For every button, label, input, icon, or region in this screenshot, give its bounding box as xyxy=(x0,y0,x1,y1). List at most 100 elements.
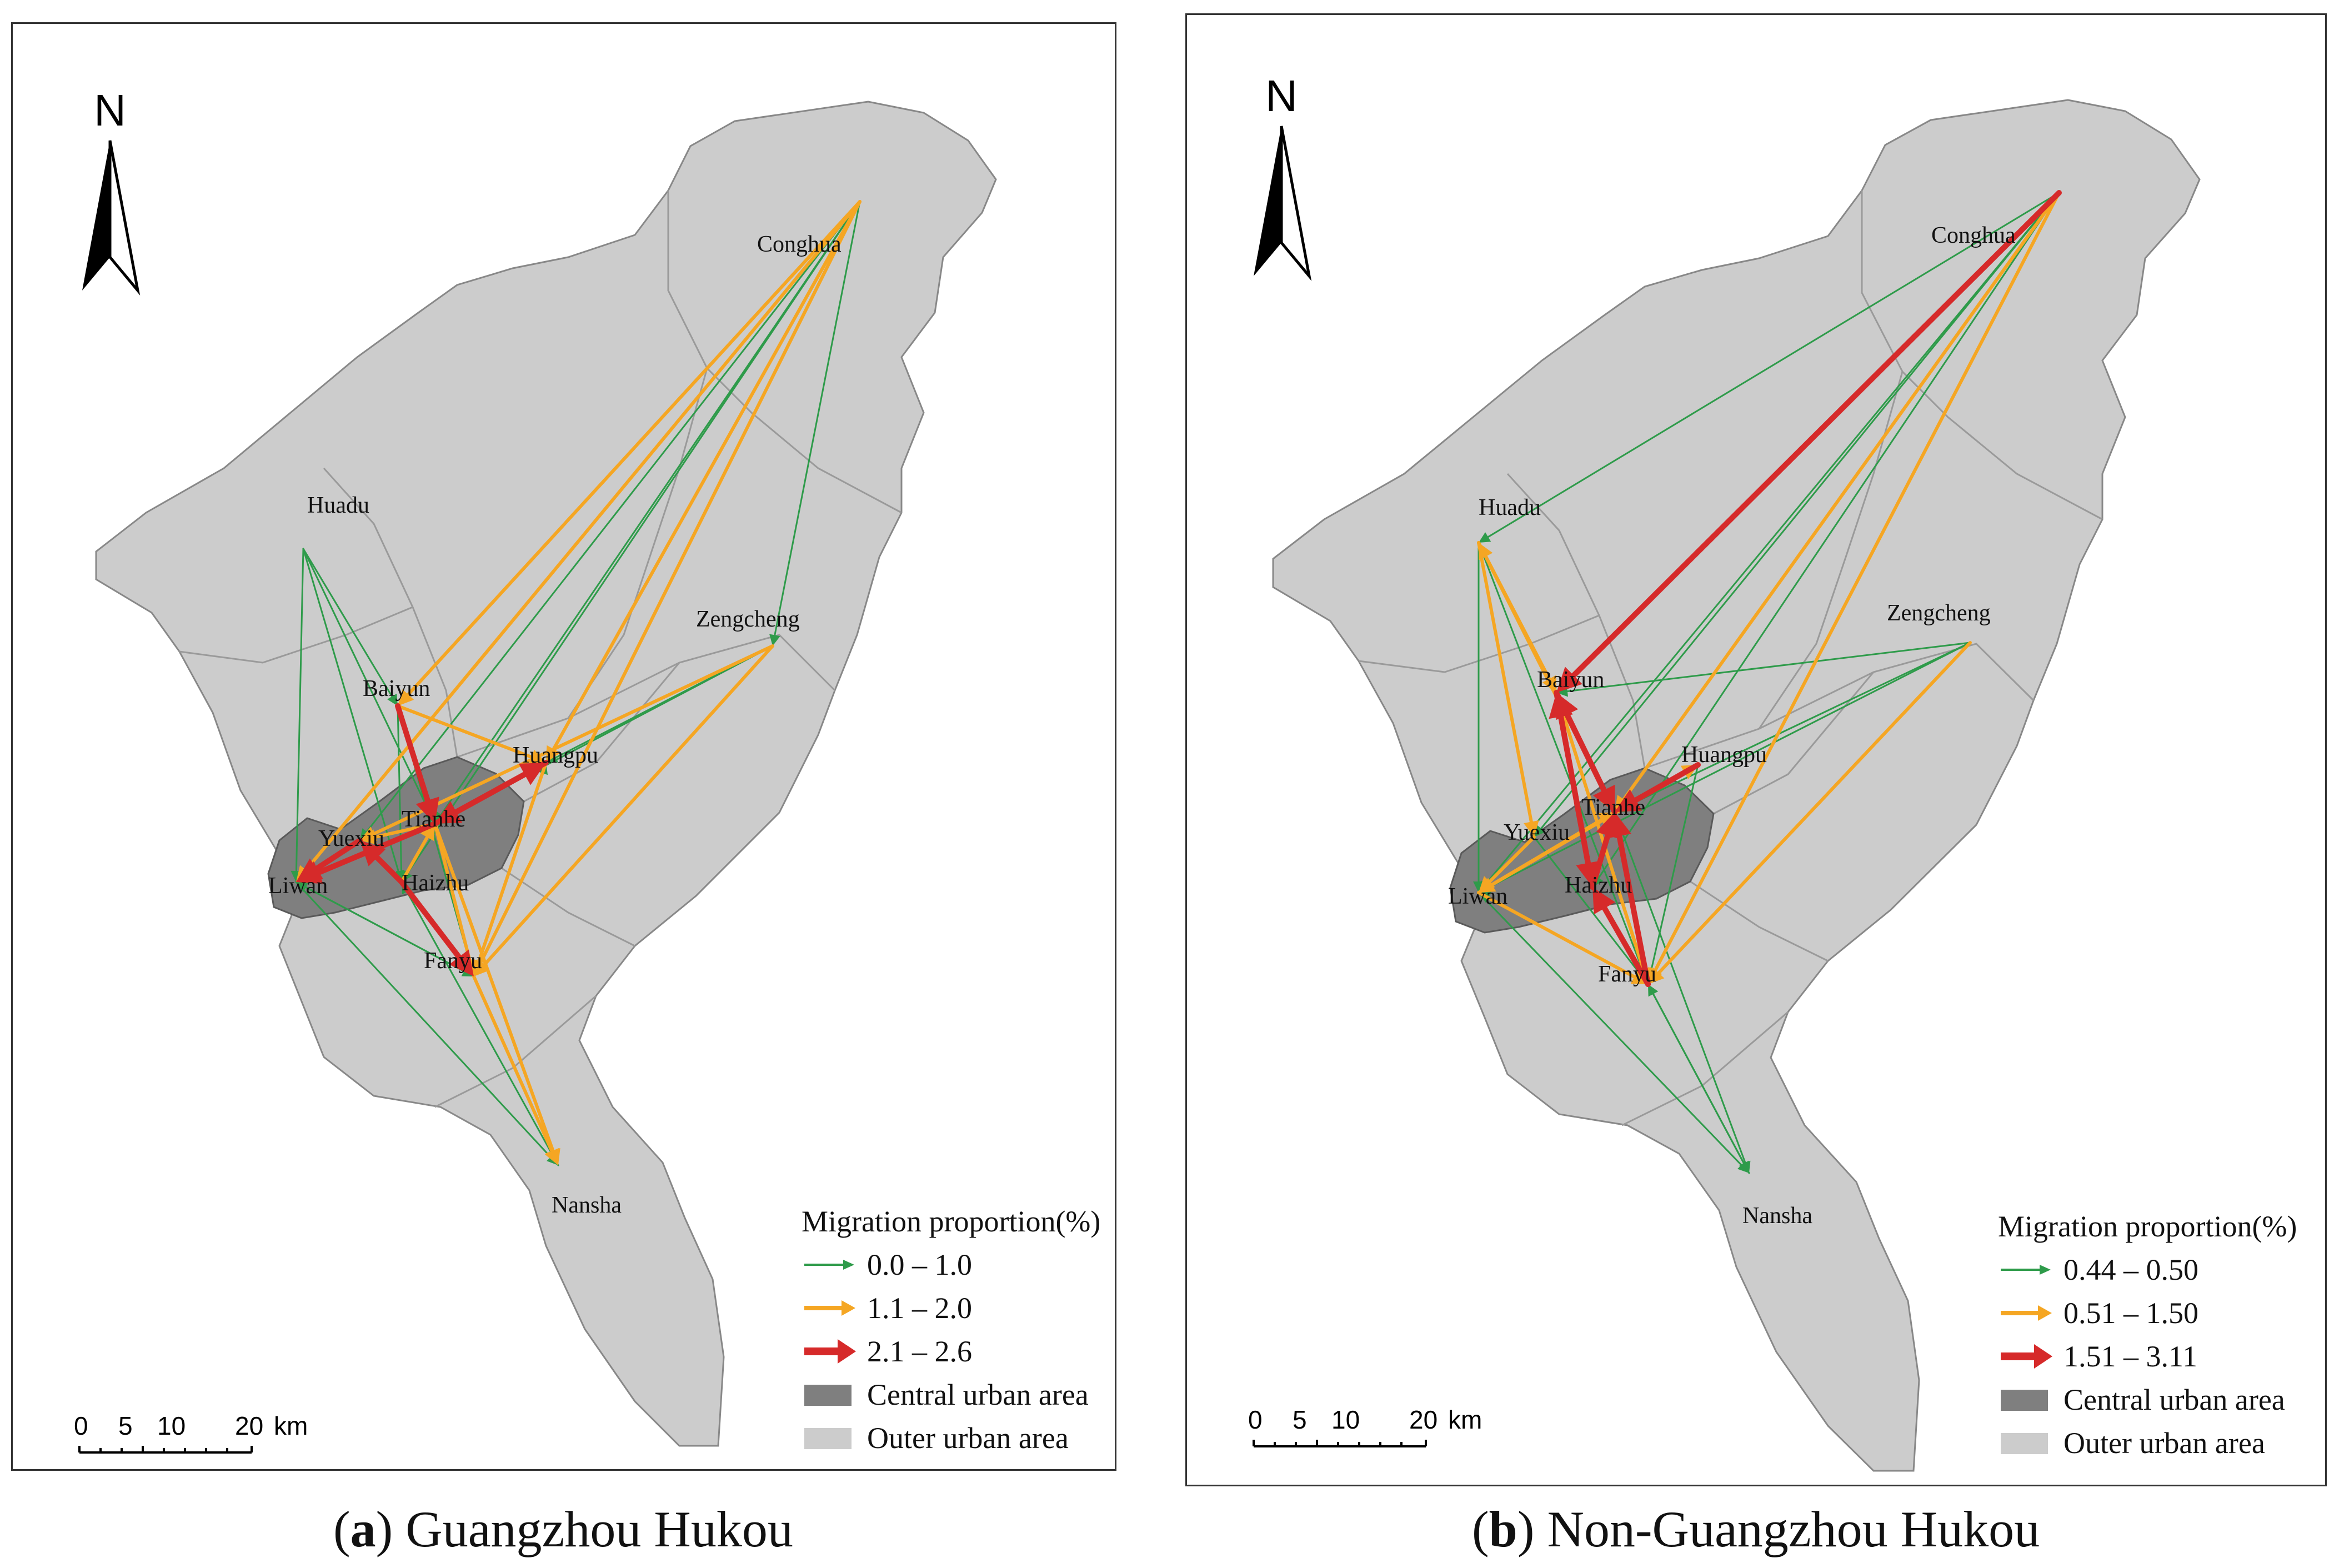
migration-flow-line xyxy=(1554,690,1607,793)
district-boundary xyxy=(567,368,708,719)
migration-flow-line xyxy=(472,975,554,1153)
migration-flow-arrowhead xyxy=(769,634,780,646)
migration-flow-arrowhead xyxy=(1534,825,1546,837)
migration-flow-arrowhead xyxy=(1479,543,1493,560)
legend-area-label: Central urban area xyxy=(2063,1383,2285,1416)
migration-map-a: Conghua Huadu Zengcheng Baiyun Huangpu Tianhe… xyxy=(95,101,997,1447)
place-label: Huadu xyxy=(1479,495,1541,520)
north-label: N xyxy=(94,86,126,135)
migration-flow-arrowhead xyxy=(398,689,414,706)
district-boundary xyxy=(1861,191,2103,520)
migration-flow-line xyxy=(1487,192,2060,538)
legend-row: 0.51 – 1.50 xyxy=(1998,1291,2297,1335)
legend-row: 1.1 – 2.0 xyxy=(802,1286,1100,1330)
place-label: Haizhu xyxy=(1565,873,1632,898)
migration-flow-line xyxy=(1590,833,1611,890)
place-label: Haizhu xyxy=(402,870,469,896)
scale-tick: 20 xyxy=(1409,1405,1438,1434)
place-labels: Conghua Huadu Zengcheng Baiyun Huangpu Tianhe… xyxy=(268,232,842,1218)
migration-flow-line xyxy=(477,761,548,964)
migration-flow-arrowhead xyxy=(1597,812,1615,827)
place-label: Yuexiu xyxy=(318,826,384,851)
scale-unit: km xyxy=(274,1411,308,1440)
scale-tick: 5 xyxy=(1293,1405,1307,1434)
district-boundary xyxy=(1358,614,1600,673)
place-label: Zengcheng xyxy=(1887,600,1991,626)
district-boundary xyxy=(523,662,680,803)
caption-letter: a xyxy=(350,1501,376,1557)
migration-flow-line xyxy=(1477,891,1742,1166)
migration-flow-line xyxy=(1487,642,1971,889)
map-panel-b: Conghua Huadu Zengcheng Baiyun Huangpu Tianhe… xyxy=(1185,13,2327,1486)
scale-bar-a: 0 5 10 20 km xyxy=(68,1407,324,1474)
migration-flow-line xyxy=(400,835,429,884)
migration-flow-line xyxy=(396,704,533,759)
scale-tick: 10 xyxy=(1331,1405,1360,1434)
migration-flow-arrowhead xyxy=(1615,789,1642,812)
migration-flow-arrowhead xyxy=(1556,667,1582,693)
district-boundary xyxy=(1690,880,1829,962)
migration-flow-line xyxy=(1601,905,1651,987)
district-boundary xyxy=(667,191,902,514)
migration-flow-line xyxy=(1566,642,1971,693)
migration-flow-arrowhead xyxy=(1479,532,1491,543)
migration-flows xyxy=(291,200,862,1166)
migration-flow-line xyxy=(1477,541,1533,824)
scale-bar-b: 0 5 10 20 km xyxy=(1243,1401,1498,1468)
caption-letter: b xyxy=(1489,1501,1517,1557)
migration-flow-line xyxy=(1653,191,2061,973)
place-label: Tianhe xyxy=(402,806,465,832)
migration-flow-line xyxy=(302,548,399,873)
legend-area-label: Outer urban area xyxy=(2063,1426,2265,1460)
migration-flow-line xyxy=(1614,811,1746,1164)
migration-flow-line xyxy=(372,644,774,836)
place-label: Yuexiu xyxy=(1504,820,1570,845)
migration-flow-line xyxy=(774,201,861,636)
place-label: Fanyu xyxy=(1598,961,1656,987)
migration-flow-arrowhead xyxy=(1592,887,1615,915)
migration-flow-line xyxy=(1652,993,1750,1174)
migration-flow-arrowhead xyxy=(360,840,386,866)
scale-tick: 10 xyxy=(157,1411,186,1440)
legend-row: Central urban area xyxy=(802,1373,1100,1416)
migration-flow-line xyxy=(433,822,472,963)
migration-flow-line xyxy=(1487,835,1536,884)
legend-b: Migration proportion(%) 0.44 – 0.50 0.51… xyxy=(1998,1209,2297,1465)
migration-flow-line xyxy=(295,881,552,1158)
migration-flow-line xyxy=(302,548,431,815)
migration-flow-line xyxy=(432,772,528,826)
legend-class-label: 0.0 – 1.0 xyxy=(867,1248,972,1281)
legend-row: 0.44 – 0.50 xyxy=(1998,1248,2297,1291)
migration-flow-arrowhead xyxy=(1648,984,1659,997)
place-label: Liwan xyxy=(1448,884,1507,909)
migration-flow-line xyxy=(399,879,462,960)
district-boundary xyxy=(434,995,597,1108)
migration-flow-arrowhead xyxy=(449,949,474,976)
legend-title: Migration proportion(%) xyxy=(1998,1210,2297,1243)
migration-flow-line xyxy=(1533,836,1642,976)
migration-flow-arrowhead xyxy=(387,693,398,706)
scale-tick: 5 xyxy=(118,1411,133,1440)
place-labels: Conghua Huadu Zengcheng Baiyun Huangpu Tianhe… xyxy=(1448,223,2016,1229)
migration-flow-line xyxy=(1622,191,2061,801)
migration-map-b: Conghua Huadu Zengcheng Baiyun Huangpu Tianhe… xyxy=(1272,99,2201,1472)
place-label: Baiyun xyxy=(1537,667,1604,693)
legend-class-label: 0.51 – 1.50 xyxy=(2063,1296,2198,1330)
caption-b: (b) Non-Guangzhou Hukou xyxy=(1472,1501,2040,1557)
migration-flow-line xyxy=(1477,542,1645,975)
place-label: Conghua xyxy=(757,232,842,257)
caption-text: Non-Guangzhou Hukou xyxy=(1547,1501,2040,1557)
migration-flow-arrowhead xyxy=(1592,784,1615,812)
outer-urban-area xyxy=(1272,99,2201,1472)
scale-tick: 20 xyxy=(235,1411,263,1440)
migration-flow-line xyxy=(1616,833,1651,987)
place-label: Zengcheng xyxy=(696,607,800,632)
scale-tick: 0 xyxy=(1248,1405,1263,1434)
migration-flow-arrowhead xyxy=(518,763,546,785)
legend-row: Central urban area xyxy=(1998,1378,2297,1421)
basemap xyxy=(1272,99,2201,1472)
migration-flow-line xyxy=(1571,190,2062,678)
place-label: Liwan xyxy=(268,873,328,899)
place-label: Conghua xyxy=(1931,223,2016,248)
legend-a: Migration proportion(%) 0.0 – 1.0 1.1 – … xyxy=(802,1204,1100,1460)
